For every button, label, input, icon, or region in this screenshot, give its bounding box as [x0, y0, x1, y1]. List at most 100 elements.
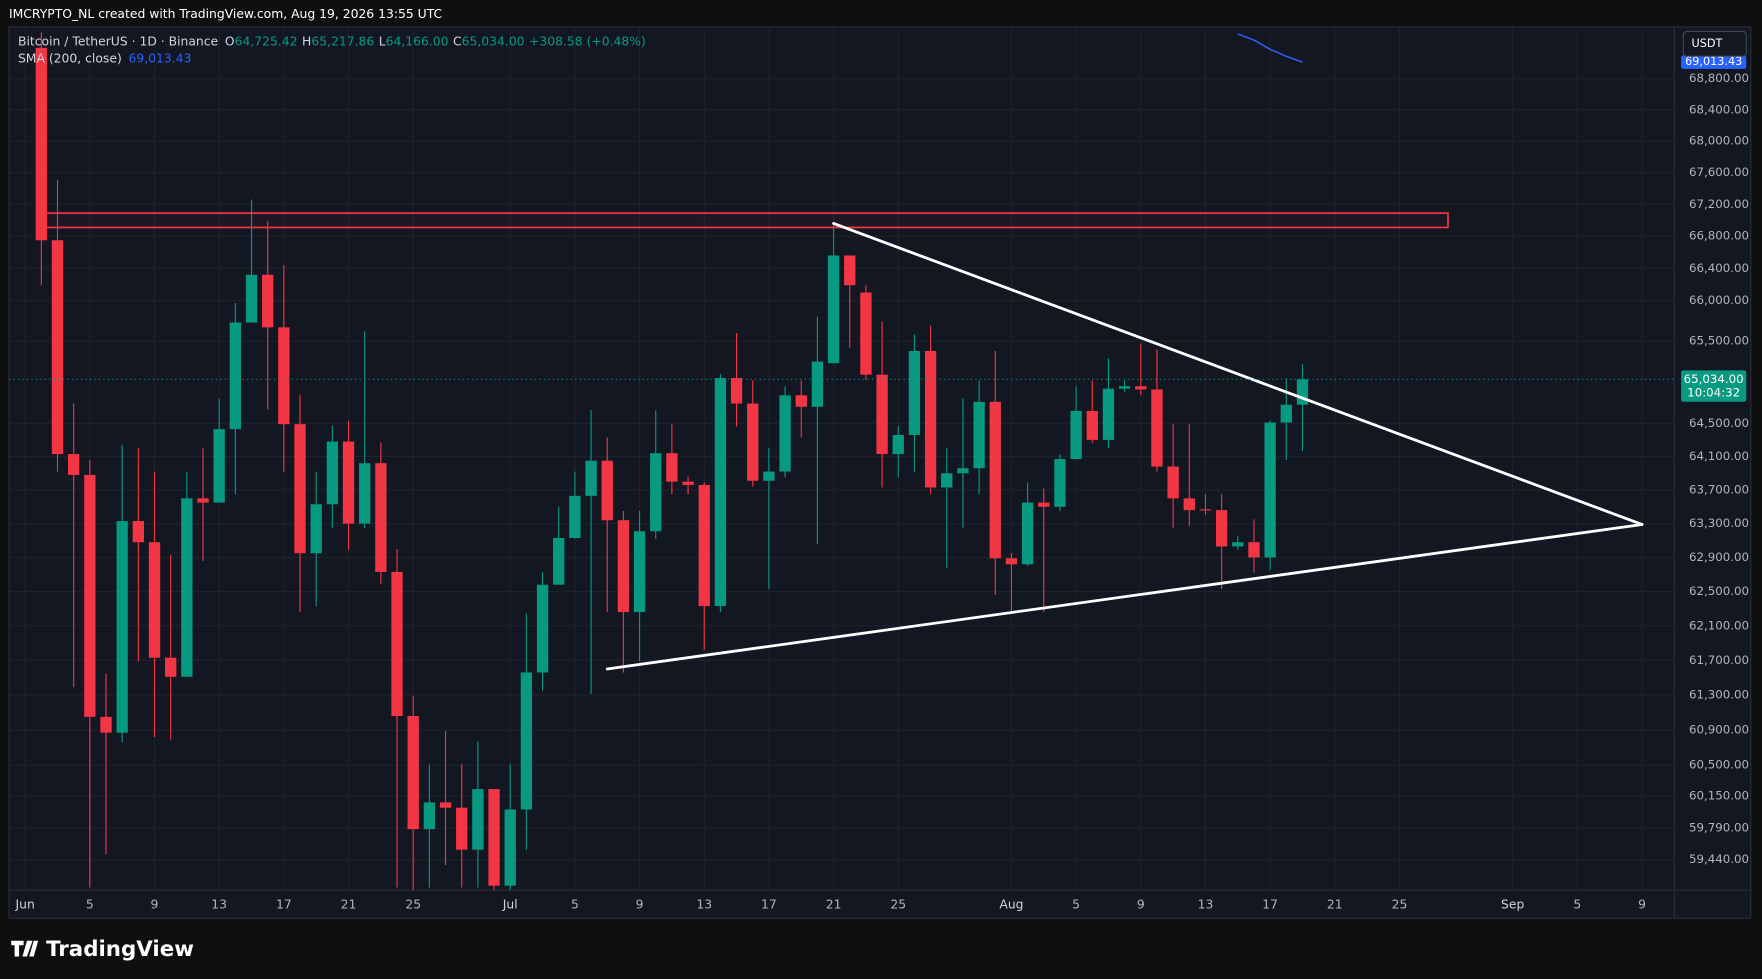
candle-body: [536, 584, 549, 673]
candle-body: [278, 327, 290, 425]
x-tick-label: 21: [826, 897, 842, 911]
logo: TradingView: [11, 937, 194, 962]
sma-badge: [1681, 55, 1747, 69]
chart-pane: [8, 26, 1752, 919]
y-tick-label: 63,700.00: [1689, 482, 1749, 496]
candle-body: [892, 434, 904, 455]
candle-body: [51, 240, 64, 455]
candle-body: [84, 474, 96, 717]
candle-body: [116, 521, 128, 733]
candle-body: [375, 463, 387, 572]
candle-body: [1199, 509, 1212, 511]
candle-body: [1296, 379, 1309, 405]
candle-body: [359, 463, 371, 524]
y-tick-label: 61,300.00: [1689, 688, 1749, 702]
candle-body: [407, 715, 419, 830]
y-tick-label: 67,200.00: [1689, 197, 1749, 211]
candle-body: [326, 441, 339, 505]
candle-body: [827, 255, 840, 364]
change: +308.58 (+0.48%): [529, 34, 646, 48]
candle-body: [520, 672, 533, 810]
candle-body: [342, 441, 355, 524]
candle-body: [197, 498, 209, 503]
y-tick-label: 62,100.00: [1689, 618, 1749, 632]
candle-body: [1086, 410, 1098, 440]
y-tick-label: 60,150.00: [1689, 789, 1749, 803]
candle-body: [1070, 410, 1082, 460]
candle-body: [924, 350, 937, 488]
x-tick-label: 9: [636, 897, 644, 911]
ohlc-value: 65,034.00: [462, 34, 525, 48]
candle-body: [245, 274, 258, 323]
currency[interactable]: USDT: [1692, 37, 1723, 50]
trend-line: [605, 523, 1644, 671]
candle-body: [1135, 386, 1147, 390]
x-tick-label: Jun: [15, 897, 35, 911]
candle-body: [1232, 542, 1244, 547]
x-tick-label: 9: [1137, 897, 1145, 911]
x-tick-label: 13: [211, 897, 227, 911]
sma-badge-label: 69,013.43: [1685, 55, 1742, 68]
ohlc: O64,725.42 H65,217.86 L64,166.00 C65,034.00: [225, 34, 525, 48]
candle-body: [472, 789, 484, 850]
x-tick-label: 5: [1072, 897, 1080, 911]
candle-body: [229, 322, 242, 430]
y-tick-label: 66,800.00: [1689, 229, 1749, 243]
candle-body: [779, 395, 791, 472]
y-tick-label: 68,000.00: [1689, 134, 1749, 148]
candle-body: [456, 807, 468, 850]
x-tick-label: 5: [571, 897, 579, 911]
candle-body: [989, 401, 1001, 559]
trend-line: [832, 222, 1644, 526]
candle-body: [601, 460, 613, 521]
x-tick-label: 25: [890, 897, 906, 911]
candle-body: [439, 802, 452, 808]
y-tick-label: 62,500.00: [1689, 584, 1749, 598]
candle-body: [181, 498, 193, 677]
candle-body: [1264, 422, 1276, 558]
x-tick-label: 13: [1198, 897, 1214, 911]
y-tick-label: 64,500.00: [1689, 416, 1749, 430]
grid: [8, 26, 1675, 891]
x-tick-label: 13: [696, 897, 712, 911]
candle-body: [633, 531, 646, 613]
legend: Bitcoin / TetherUS · 1D · Binance O64,725…: [18, 34, 646, 48]
y-tick-label: 60,900.00: [1689, 723, 1749, 737]
x-tick-label: 25: [405, 897, 421, 911]
candle-body: [165, 657, 177, 677]
candle-body: [68, 454, 80, 475]
ohlc-key: H: [302, 34, 311, 48]
candle-body: [1215, 510, 1228, 547]
x-tick-label: 5: [86, 897, 94, 911]
y-tick-label: 64,100.00: [1689, 449, 1749, 463]
sma-value: 69,013.43: [129, 51, 192, 65]
last-price-label: 65,034.00: [1684, 372, 1744, 386]
candle-body: [504, 809, 516, 886]
y-tick-label: 59,790.00: [1689, 821, 1749, 835]
y-tick-label: 59,440.00: [1689, 852, 1749, 866]
currency-button[interactable]: [1682, 30, 1747, 57]
x-tick-label: 25: [1392, 897, 1408, 911]
logo-icon: [11, 940, 39, 957]
sma-line: [1237, 33, 1303, 63]
ohlc-value: 64,166.00: [386, 34, 449, 48]
candle-body: [148, 542, 161, 658]
candle-body: [1005, 558, 1018, 565]
header: IMCRYPTO_NL created with TradingView.com…: [9, 7, 442, 21]
x-tick-label: Jul: [502, 897, 518, 911]
candle-body: [569, 495, 581, 538]
candle-body: [876, 374, 888, 455]
candle-body: [1167, 466, 1179, 499]
candle-body: [310, 504, 322, 554]
candle-body: [1054, 459, 1066, 507]
ohlc-value: 65,217.86: [311, 34, 374, 48]
x-tick-label: 17: [1262, 897, 1278, 911]
candle-body: [391, 571, 403, 716]
y-tick-label: 63,300.00: [1689, 516, 1749, 530]
candle-body: [860, 292, 872, 375]
ohlc-value: 64,725.42: [235, 34, 298, 48]
y-tick-label: 68,800.00: [1689, 71, 1749, 85]
candle-body: [423, 802, 436, 830]
y-tick-label: 67,600.00: [1689, 165, 1749, 179]
